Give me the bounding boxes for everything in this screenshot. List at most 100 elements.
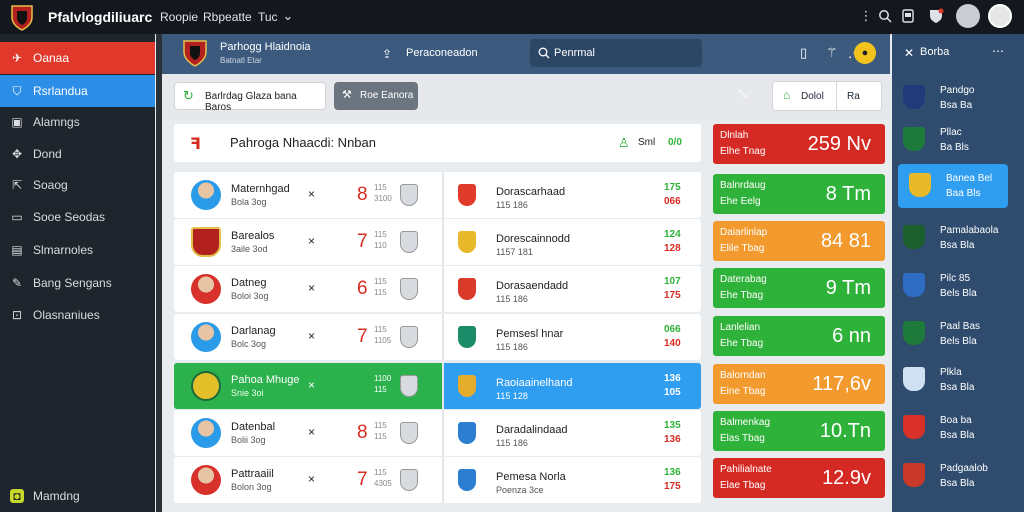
odds-box-sub: Ehe Eelg	[720, 196, 761, 207]
right-sidebar-item[interactable]: Plkla Bsa Bla	[892, 358, 1024, 402]
home-player-sub: Bola 3og	[231, 197, 267, 207]
more-horiz-icon[interactable]: ⋯	[992, 44, 1004, 58]
mode-button[interactable]: ⚒ Roe Eanora	[334, 82, 418, 110]
sidebar-item-8[interactable]: ✎ Bang Sengans	[0, 267, 155, 299]
sidebar-item-5[interactable]: ⇱ Soaog	[0, 169, 155, 201]
sidebar-item-3[interactable]: ▣ Alamngs	[0, 106, 155, 138]
right-sidebar-item[interactable]: Pamalabaola Bsa Bla	[892, 216, 1024, 260]
odds-box[interactable]: Balnrdaug Ehe Eelg 8 Tm	[713, 174, 885, 214]
right-sidebar-item[interactable]: Banea Bel Baa Bls	[898, 164, 1008, 208]
odds-box[interactable]: Daiarlinlap Elile Tbag 84 81	[713, 221, 885, 261]
odd-value-2[interactable]: 175	[664, 290, 681, 301]
odd-value-2[interactable]: 136	[664, 434, 681, 445]
shield-icon[interactable]	[928, 8, 944, 24]
home-player-sub: Bolon 3og	[231, 482, 272, 492]
search-icon	[538, 47, 550, 59]
right-sidebar-item[interactable]: Pandgo Bsa Ba	[892, 76, 1024, 120]
odd-value-1[interactable]: 175	[664, 182, 681, 193]
match-row[interactable]: Barealos 3aile 3od × 7 115 110 Dorescainnodd 11…	[174, 219, 701, 265]
tab-peraconeadon[interactable]: Peraconeadon	[406, 47, 478, 59]
window-icon[interactable]: ▯	[800, 45, 808, 60]
odd-value-1[interactable]: 124	[664, 229, 681, 240]
player-avatar	[191, 180, 221, 210]
away-team-sub: 115 186	[496, 200, 528, 210]
chevron-down-icon[interactable]: ⌄	[282, 8, 294, 23]
sidebar-item-7[interactable]: ▤ Slmarnoles	[0, 234, 155, 266]
sidebar-item-label: Alamngs	[33, 115, 80, 129]
more-vert-icon[interactable]: ⋮	[859, 8, 873, 23]
sidebar-item-4[interactable]: ✥ Dond	[0, 138, 155, 170]
right-sidebar-item[interactable]: Boa ba Bsa Bla	[892, 406, 1024, 450]
close-icon[interactable]: ✕	[904, 46, 915, 60]
odd-value-2[interactable]: 140	[664, 338, 681, 349]
odd-value-2[interactable]: 105	[664, 387, 681, 398]
row-divider	[442, 314, 444, 360]
odds-box[interactable]: Balmenkag Elas Tbag 10.Tn	[713, 411, 885, 451]
team-crest-icon	[191, 227, 221, 257]
right-toolbar-label-a[interactable]: Dolol	[801, 91, 824, 102]
odds-box-sub: Elas Tbag	[720, 433, 765, 444]
tablet-icon[interactable]	[902, 9, 914, 23]
sidebar-item-1[interactable]: ✈ Oanaa	[0, 42, 155, 74]
filter-button[interactable]: ↻ Barlrdag Glaza bana Baros	[174, 82, 326, 113]
avatar[interactable]	[956, 4, 980, 28]
home-player-sub: Bolii 3og	[231, 435, 266, 445]
odd-value-2[interactable]: 128	[664, 243, 681, 254]
odds-box[interactable]: Dlnlah Elhe Tnag 259 Nv	[713, 124, 885, 164]
sidebar-footer[interactable]: ◘ Mamdng	[0, 480, 155, 512]
search-icon[interactable]	[878, 9, 892, 23]
odds-box-title: Dlnlah	[720, 130, 749, 141]
home-player-name: Datenbal	[231, 421, 276, 433]
search-input[interactable]: Penrmal	[554, 47, 595, 59]
right-sidebar-item[interactable]: Padgaalob Bsa Bla	[892, 454, 1024, 498]
collapse-icon[interactable]: ⤡	[738, 88, 747, 100]
odd-value-2[interactable]: 175	[664, 481, 681, 492]
odds-box-value: 12.9v	[822, 467, 871, 489]
sidebar-item-9[interactable]: ⊡ Olasnaniues	[0, 299, 155, 331]
team-crest-icon	[903, 415, 925, 439]
top-nav-item-1[interactable]: Roopie	[160, 10, 199, 24]
odd-value-1[interactable]: 135	[664, 420, 681, 431]
user-avatar[interactable]	[988, 4, 1012, 28]
home-mini-stat-2: 3100	[374, 194, 392, 203]
away-team-name: Dorescainnodd	[496, 233, 570, 245]
odds-box[interactable]: Lanlelian Ehe Tbag 6 nn	[713, 316, 885, 356]
sidebar-item-label: Sooe Seodas	[33, 210, 106, 224]
right-sidebar-item[interactable]: Paal Bas Bels Bla	[892, 312, 1024, 356]
right-sidebar-item[interactable]: Pilc 85 Bels Bla	[892, 264, 1024, 308]
sidebar-item-label: Oanaa	[33, 51, 70, 65]
odds-box[interactable]: Daterabag Ehe Tbag 9 Tm	[713, 268, 885, 308]
right-sidebar-item[interactable]: Pllac Ba Bls	[892, 118, 1024, 162]
home-mini-stat-1: 115	[374, 230, 387, 239]
right-toolbar-label-b[interactable]: Ra	[847, 91, 860, 102]
match-row[interactable]: Datenbal Bolii 3og × 8 115 115 Daradalindaad 11…	[174, 410, 701, 456]
odds-box-title: Balmenkag	[720, 417, 771, 428]
sidebar-item-6[interactable]: ▭ Sooe Seodas	[0, 201, 155, 233]
odd-value-2[interactable]: 066	[664, 196, 681, 207]
match-row[interactable]: Pahoa Mhuge Snie 3oi × 1100 115 Raoiaainelhan…	[174, 363, 701, 409]
sidebar-item-2[interactable]: ⛉ Rsrlandua	[0, 75, 155, 107]
match-row[interactable]: Maternhgad Bola 3og × 8 115 3100 Dorascarhaad 1…	[174, 172, 701, 218]
odds-box[interactable]: Balorndan Eine Tbag 117,6v	[713, 364, 885, 404]
right-item-title: Pllac	[940, 127, 962, 138]
odds-box[interactable]: Pahilialnate Elae Tbag 12.9v	[713, 458, 885, 498]
odd-value-1[interactable]: 107	[664, 276, 681, 287]
odd-value-1[interactable]: 136	[664, 373, 681, 384]
top-nav-item-3[interactable]: Tuc	[258, 10, 278, 24]
upload-icon[interactable]: ⇪	[382, 47, 393, 61]
odds-box-value: 6 nn	[832, 325, 871, 347]
plugin-icon[interactable]: ⚚	[826, 45, 838, 60]
team-crest-icon	[909, 173, 931, 197]
top-nav-item-2[interactable]: Rbpeatte	[203, 10, 252, 24]
screen-icon: ▤	[11, 243, 23, 257]
odd-value-1[interactable]: 066	[664, 324, 681, 335]
match-row[interactable]: Darlanag Bolc 3og × 7 115 1105 Pemsesl hnar 115…	[174, 314, 701, 360]
away-team-name: Dorasaendadd	[496, 280, 569, 292]
match-row[interactable]: Datneg Boloi 3og × 6 115 115 Dorasaendadd 115 1…	[174, 266, 701, 312]
coin-icon[interactable]: ●	[854, 42, 876, 64]
odd-value-1[interactable]: 136	[664, 467, 681, 478]
match-row[interactable]: Pattraaiil Bolon 3og × 7 115 4305 Pemesa Norla…	[174, 457, 701, 503]
search-box[interactable]: Penrmal	[530, 39, 702, 67]
sidebar-scrollbar[interactable]	[156, 34, 162, 512]
versus-icon: ×	[308, 234, 316, 248]
